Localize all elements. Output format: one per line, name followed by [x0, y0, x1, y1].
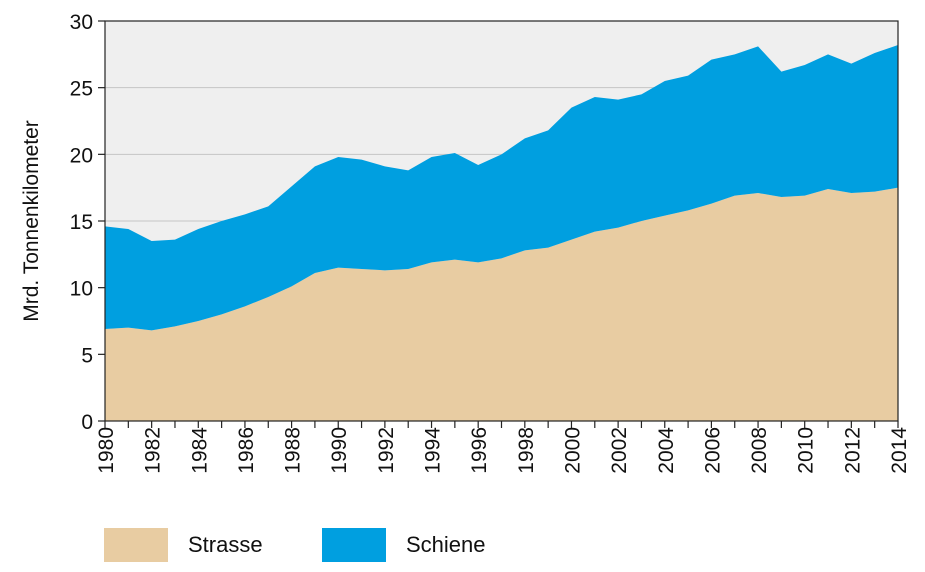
- x-tick-label: 1984: [188, 427, 211, 474]
- x-tick-label: 2002: [608, 427, 631, 474]
- x-axis-ticks: 1980 1982 1984 1986 1988 1990 1992 1994 1996 1998…: [95, 421, 911, 474]
- legend-label-schiene: Schiene: [406, 532, 486, 557]
- x-tick-label: 1980: [95, 427, 118, 474]
- x-tick-label: 1988: [282, 427, 305, 474]
- y-tick-label: 20: [70, 144, 93, 167]
- legend-label-strasse: Strasse: [188, 532, 263, 557]
- y-axis-label: Mrd. Tonnenkilometer: [20, 120, 43, 322]
- x-tick-label: 2000: [561, 427, 584, 474]
- legend-swatch-strasse: [104, 528, 168, 562]
- y-axis-ticks: 0 5 10 15 20 25 30: [70, 11, 105, 434]
- legend-item-strasse: Strasse: [104, 527, 263, 563]
- x-tick-label: 1992: [375, 427, 398, 474]
- x-tick-label: 1986: [235, 427, 258, 474]
- y-tick-label: 30: [70, 11, 93, 34]
- x-tick-label: 1994: [422, 427, 445, 474]
- y-tick-label: 10: [70, 278, 93, 301]
- x-tick-label: 1996: [468, 427, 491, 474]
- x-tick-label: 2014: [888, 427, 911, 474]
- x-tick-label: 2012: [841, 427, 864, 474]
- legend-swatch-schiene: [322, 528, 386, 562]
- legend: Strasse Schiene: [0, 527, 925, 563]
- area-series-strasse: [105, 187, 898, 421]
- area-series-schiene: [105, 45, 898, 331]
- legend-item-schiene: Schiene: [322, 527, 486, 563]
- x-tick-label: 1982: [142, 427, 165, 474]
- y-tick-label: 15: [70, 211, 93, 234]
- x-tick-label: 1998: [515, 427, 538, 474]
- x-tick-label: 2008: [748, 427, 771, 474]
- y-tick-label: 5: [81, 344, 93, 367]
- y-tick-label: 0: [81, 411, 93, 434]
- y-tick-label: 25: [70, 78, 93, 101]
- x-tick-label: 2010: [795, 427, 818, 474]
- stacked-areas: [105, 45, 898, 421]
- area-chart: 0 5 10 15 20 25 30 1980 1982 1984 1986 1988 1990 199…: [20, 11, 911, 474]
- x-tick-label: 2004: [655, 427, 678, 474]
- x-tick-label: 1990: [328, 427, 351, 474]
- x-tick-label: 2006: [701, 427, 724, 474]
